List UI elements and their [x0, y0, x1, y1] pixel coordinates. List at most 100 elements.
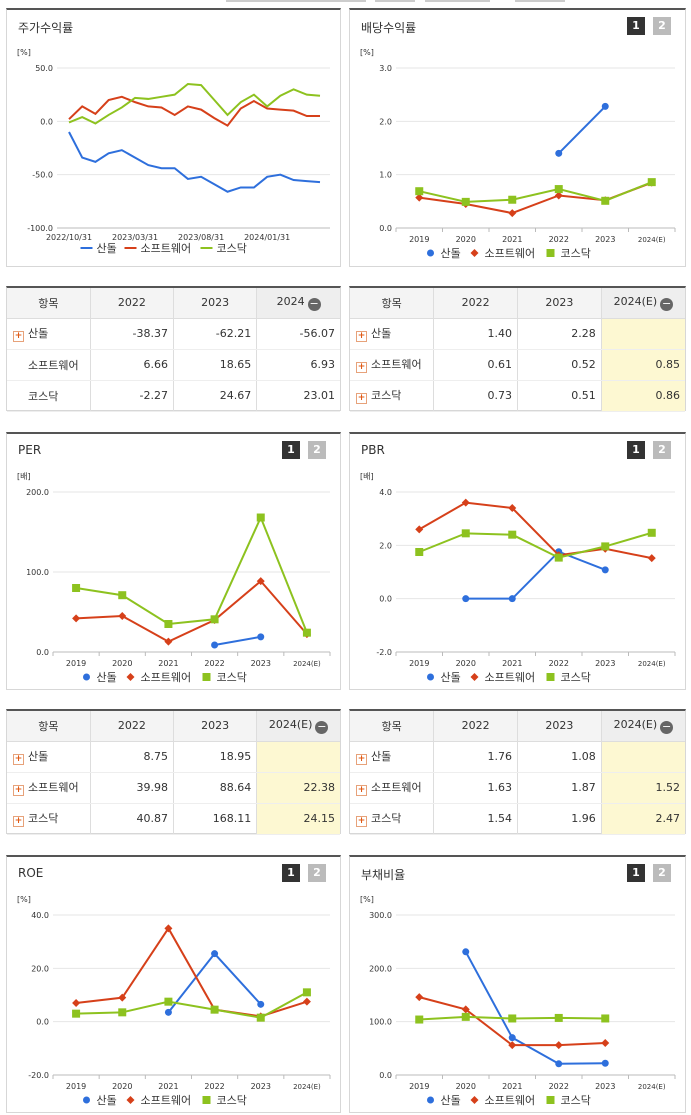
table-cell: 8.75 [89, 741, 174, 773]
expand-icon[interactable]: + [13, 785, 24, 796]
table-cell: 40.87 [89, 803, 174, 835]
x-tick-label: 2023 [595, 235, 615, 244]
table-header: 2024(E) − [600, 288, 685, 319]
data-point [257, 1000, 265, 1008]
row-label[interactable]: + 산돌 [350, 741, 434, 773]
expand-icon[interactable]: + [356, 393, 367, 404]
page-button-2[interactable]: 2 [653, 441, 671, 459]
data-point [256, 577, 265, 586]
table-cell: 0.86 [600, 380, 685, 412]
row-label[interactable]: + 코스닥 [350, 380, 434, 412]
chart-panel-roe: ROE 1 2 [%] 40.0 20.0 0.0 -20.0 2019 2020 2021 2022… [6, 855, 341, 1113]
data-point [415, 993, 424, 1002]
legend-label: 소프트웨어 [485, 671, 536, 684]
data-point [83, 1096, 90, 1104]
unit-label: [%] [360, 48, 374, 57]
row-label[interactable]: + 산돌 [7, 318, 91, 350]
legend-label: 코스닥 [561, 1094, 591, 1107]
y-tick-label: 3.0 [379, 64, 392, 73]
legend-label: 코스닥 [217, 671, 247, 684]
legend-label: 산돌 [441, 247, 461, 260]
data-point [601, 196, 610, 205]
row-label[interactable]: + 소프트웨어 [350, 772, 434, 804]
page-button-2[interactable]: 2 [653, 17, 671, 35]
y-tick-label: -2.0 [376, 648, 392, 657]
row-label[interactable]: + 소프트웨어 [7, 772, 91, 804]
data-point [118, 591, 127, 600]
row-label[interactable]: + 소프트웨어 [350, 349, 434, 381]
table-cell: 88.64 [172, 772, 257, 804]
legend-label: 코스닥 [561, 671, 591, 684]
page-button-2[interactable]: 2 [653, 864, 671, 882]
chart-title: PBR [361, 443, 385, 457]
table-header: 2024(E) − [256, 711, 340, 742]
table-header: 2024(E) − [600, 711, 685, 742]
data-point [462, 595, 470, 603]
table-row: + 산돌 -38.37 -62.21 -56.07 [7, 318, 340, 350]
y-tick-label: 0.0 [379, 1071, 392, 1080]
expand-icon[interactable]: + [356, 785, 367, 796]
table-row: + 산돌 1.76 1.08 [350, 741, 685, 773]
data-point [554, 553, 563, 562]
x-tick-label: 2024(E) [638, 1083, 666, 1091]
expand-icon[interactable]: + [356, 754, 367, 765]
row-label[interactable]: + 코스닥 [350, 803, 434, 835]
page-button-2[interactable]: 2 [308, 864, 326, 882]
y-tick-label: 0.0 [379, 595, 392, 604]
table-header: 2022 [433, 711, 518, 742]
collapse-icon[interactable]: − [660, 296, 674, 311]
chart-svg: [%] 300.0 200.0 100.0 0.0 2019 2020 2021 2022 202… [360, 895, 676, 1107]
table-cell: 0.61 [433, 349, 518, 381]
series-line [75, 514, 308, 634]
data-point [202, 1096, 211, 1104]
chart-svg: [배] 4.0 2.0 0.0 -2.0 2019 2020 2021 2022 2023 2024… [360, 472, 676, 684]
table-cell: 1.54 [433, 803, 518, 835]
row-label[interactable]: + 산돌 [7, 741, 91, 773]
series-line [419, 181, 653, 215]
table-row: + 소프트웨어 39.98 88.64 22.38 [7, 772, 340, 804]
unit-label: [%] [360, 895, 374, 904]
expand-icon[interactable]: + [356, 816, 367, 827]
data-point [601, 542, 610, 551]
page-button-1[interactable]: 1 [282, 441, 300, 459]
data-point [164, 997, 173, 1006]
table-row: + 코스닥 1.54 1.96 2.47 [350, 803, 685, 835]
table-cell: 1.76 [433, 741, 518, 773]
collapse-icon[interactable]: − [307, 296, 321, 311]
table-cell: 18.95 [172, 741, 257, 773]
page-button-1[interactable]: 1 [627, 441, 645, 459]
x-tick-label: 2024/01/31 [244, 233, 290, 242]
collapse-icon[interactable]: − [660, 719, 674, 734]
table-header: 2023 [172, 711, 257, 742]
data-point [415, 193, 424, 202]
y-tick-label: 0.0 [40, 117, 53, 126]
table-cell: 6.66 [89, 349, 174, 381]
collapse-icon[interactable]: − [315, 719, 329, 734]
data-point [647, 178, 656, 187]
data-point [164, 637, 173, 646]
data-point [302, 997, 311, 1006]
series-line [68, 82, 321, 125]
table-cell: 1.52 [600, 772, 685, 804]
page-button-1[interactable]: 1 [627, 17, 645, 35]
series-line [76, 579, 308, 643]
data-point [72, 614, 81, 623]
data-point [554, 1013, 563, 1022]
expand-icon[interactable]: + [13, 331, 24, 342]
x-tick-label: 2021 [158, 659, 178, 668]
y-tick-label: -20.0 [28, 1071, 49, 1080]
data-point [427, 249, 434, 257]
x-tick-label: 2024(E) [638, 660, 666, 668]
expand-icon[interactable]: + [13, 816, 24, 827]
page-button-2[interactable]: 2 [308, 441, 326, 459]
page-button-1[interactable]: 1 [282, 864, 300, 882]
page-button-1[interactable]: 1 [627, 864, 645, 882]
expand-icon[interactable]: + [356, 331, 367, 342]
row-label[interactable]: + 산돌 [350, 318, 434, 350]
expand-icon[interactable]: + [356, 362, 367, 373]
expand-icon[interactable]: + [13, 754, 24, 765]
x-tick-label: 2023/03/31 [112, 233, 158, 242]
data-point [257, 633, 265, 641]
row-label[interactable]: + 코스닥 [7, 803, 91, 835]
row-label-text: 코스닥 [28, 812, 59, 825]
